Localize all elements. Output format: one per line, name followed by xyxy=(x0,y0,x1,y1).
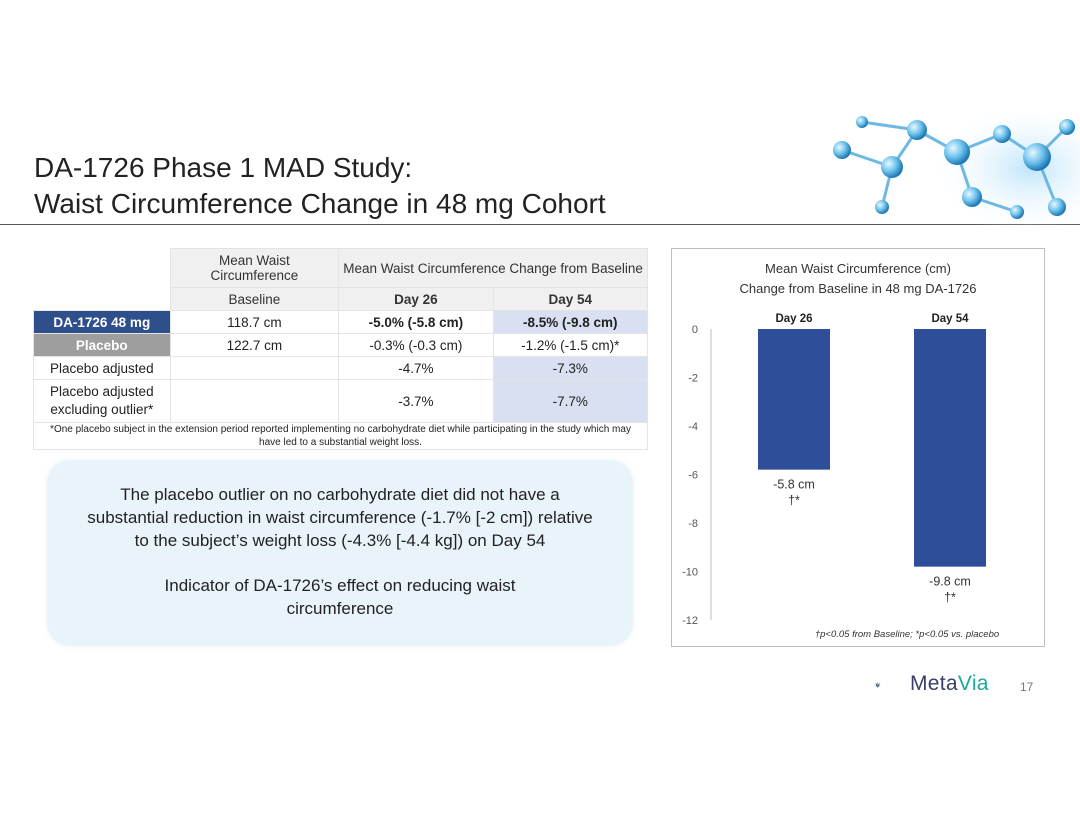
y-tick-label: -12 xyxy=(682,615,698,627)
significance-label: †* xyxy=(788,494,800,508)
cell-day54: -1.2% (-1.5 cm)* xyxy=(492,333,649,357)
row-label-drug: DA-1726 48 mg xyxy=(33,310,171,334)
cell-baseline xyxy=(169,379,340,423)
table-row: Placebo 122.7 cm -0.3% (-0.3 cm) -1.2% (… xyxy=(33,333,649,357)
cell-day26: -4.7% xyxy=(338,356,494,380)
y-tick-label: -6 xyxy=(688,470,698,482)
cell-day54: -7.3% xyxy=(492,356,649,380)
y-tick-label: -2 xyxy=(688,373,698,385)
row-label-placebo: Placebo xyxy=(33,333,171,357)
chart-svg: Mean Waist Circumference (cm) Change fro… xyxy=(682,261,999,640)
cell-day26: -5.0% (-5.8 cm) xyxy=(338,310,494,334)
subheader-day26: Day 26 xyxy=(338,287,494,311)
chart-subtitle: Change from Baseline in 48 mg DA-1726 xyxy=(739,281,976,296)
title-divider xyxy=(0,224,1080,225)
table-row: Placebo adjusted excluding outlier* -3.7… xyxy=(33,379,649,423)
cell-day54: -8.5% (-9.8 cm) xyxy=(492,310,649,334)
cell-day26: -3.7% xyxy=(338,379,494,423)
metavia-logo-text: MetaVia xyxy=(910,672,989,696)
slide-title: DA-1726 Phase 1 MAD Study: Waist Circumf… xyxy=(34,150,606,222)
waist-change-chart: Mean Waist Circumference (cm) Change fro… xyxy=(671,248,1045,647)
callout-paragraph-2: Indicator of DA-1726’s effect on reducin… xyxy=(164,576,516,618)
subheader-baseline: Baseline xyxy=(169,287,340,311)
y-tick-label: -8 xyxy=(688,518,698,530)
callout-box: The placebo outlier on no carbohydrate d… xyxy=(49,462,631,644)
y-tick-label: -10 xyxy=(682,567,698,579)
logo-text-via: Via xyxy=(957,672,989,695)
slide-title-line2: Waist Circumference Change in 48 mg Coho… xyxy=(34,188,606,219)
col-header-mean-waist: Mean Waist Circumference xyxy=(169,248,340,288)
data-label: -5.8 cm xyxy=(773,478,815,492)
cell-day54: -7.7% xyxy=(492,379,649,423)
row-label-placebo-adjusted-excl: Placebo adjusted excluding outlier* xyxy=(33,379,171,423)
subheader-day54: Day 54 xyxy=(492,287,649,311)
logo-text-meta: Meta xyxy=(910,672,958,695)
col-header-change-from-baseline: Mean Waist Circumference Change from Bas… xyxy=(338,248,648,288)
waist-circumference-table: Mean Waist Circumference Mean Waist Circ… xyxy=(33,248,649,450)
page-number: 17 xyxy=(1020,680,1034,694)
cell-baseline: 122.7 cm xyxy=(169,333,340,357)
bar-day-54 xyxy=(914,329,986,567)
y-tick-label: -4 xyxy=(688,421,698,433)
significance-label: †* xyxy=(944,591,956,605)
chart-footnote: †p<0.05 from Baseline; *p<0.05 vs. place… xyxy=(815,629,999,640)
bar-day-26 xyxy=(758,329,830,470)
cell-day26: -0.3% (-0.3 cm) xyxy=(338,333,494,357)
category-label: Day 54 xyxy=(931,313,969,325)
table-footnote: *One placebo subject in the extension pe… xyxy=(33,422,648,450)
cell-baseline: 118.7 cm xyxy=(169,310,340,334)
row-label-placebo-adjusted: Placebo adjusted xyxy=(33,356,171,380)
molecule-graphic xyxy=(833,112,1080,225)
table-row: Placebo adjusted -4.7% -7.3% xyxy=(33,356,649,380)
data-label: -9.8 cm xyxy=(929,575,971,589)
chart-title: Mean Waist Circumference (cm) xyxy=(765,261,951,276)
table-row: DA-1726 48 mg 118.7 cm -5.0% (-5.8 cm) -… xyxy=(33,310,649,334)
category-label: Day 26 xyxy=(775,313,812,325)
cell-baseline xyxy=(169,356,340,380)
y-tick-label: 0 xyxy=(692,324,698,336)
slide-title-line1: DA-1726 Phase 1 MAD Study: xyxy=(34,152,413,183)
callout-paragraph-1: The placebo outlier on no carbohydrate d… xyxy=(87,485,593,550)
metavia-leaf-icon xyxy=(874,682,882,688)
